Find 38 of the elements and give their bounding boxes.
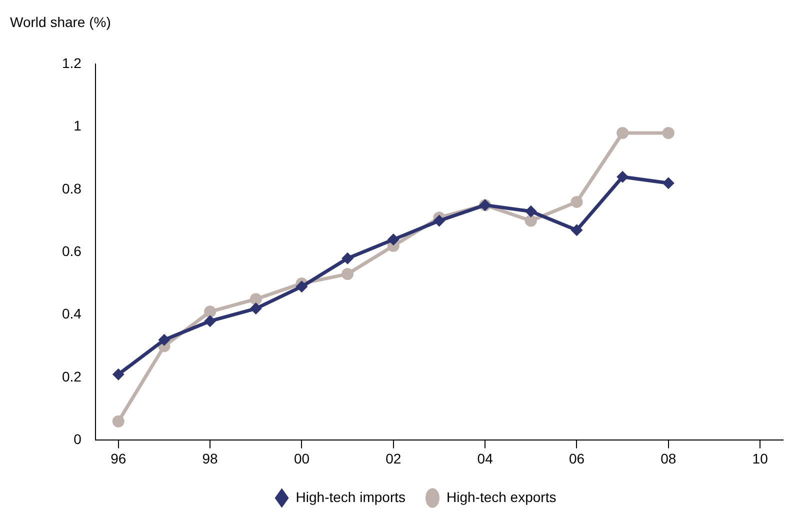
point [524,205,537,218]
x-tick-label: 96 [110,450,126,466]
point [524,214,537,227]
y-tick-label: 0 [74,431,82,448]
y-tick-label: 1.2 [62,54,82,71]
y-tick-label: 0.4 [62,306,82,322]
point [250,302,262,315]
point [570,196,583,208]
point [250,293,262,306]
x-tick-label: 10 [752,450,768,466]
legend-label: High-tech exports [446,488,556,505]
y-tick-label: 0.6 [62,242,82,259]
x-tick-label: 02 [386,450,402,466]
point [342,268,354,280]
point [662,126,674,139]
x-tick-label: 00 [294,450,310,466]
point [112,415,124,428]
y-tick-label: 0.8 [62,180,82,196]
point [204,306,216,318]
y-tick-label: 0.2 [62,368,82,384]
point [616,126,629,139]
x-tick-label: 06 [568,450,585,466]
point [433,214,446,227]
point [204,315,216,328]
point [296,280,308,293]
legend-label: High-tech imports [296,488,406,505]
point [387,234,400,246]
x-tick-label: 08 [660,450,676,466]
x-tick-label: 98 [202,450,218,466]
x-tick-label: 04 [477,450,494,466]
y-axis-title: World share (%) [10,14,111,30]
point [662,177,674,190]
point [616,170,629,183]
y-tick-label: 1 [74,118,82,134]
point [342,252,354,264]
point [112,368,124,380]
point [570,224,583,236]
point [158,334,170,346]
